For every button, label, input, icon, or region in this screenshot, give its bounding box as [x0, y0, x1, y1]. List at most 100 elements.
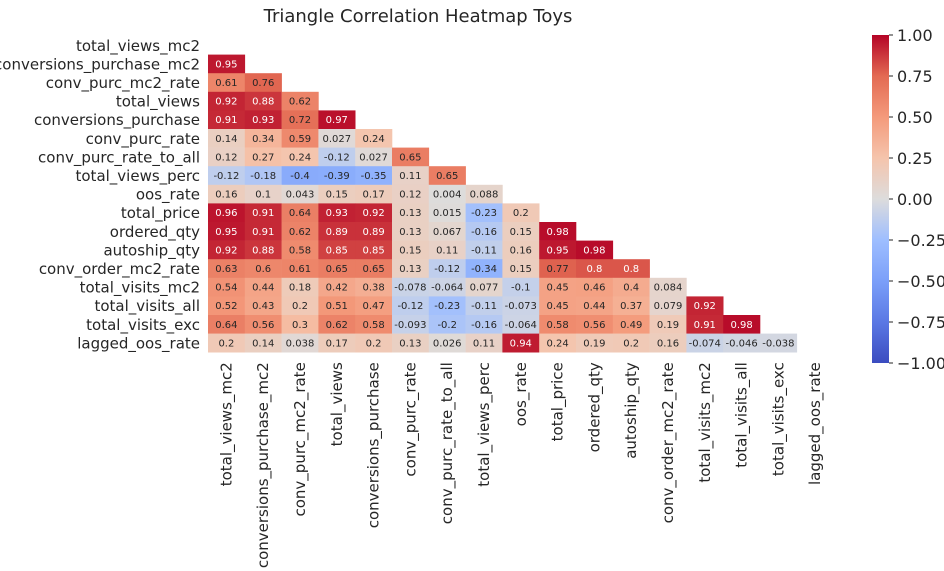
cell-value-label: 0.8 [623, 264, 639, 275]
cell-value-label: 0.54 [215, 283, 237, 294]
colorbar-tick-label: 0.75 [897, 67, 933, 86]
cell-value-label: 0.63 [215, 264, 237, 275]
cell-value-label: 0.92 [215, 245, 237, 256]
cell-value-label: 0.13 [399, 208, 421, 219]
heatmap-cell [428, 333, 466, 353]
cell-value-label: 0.98 [730, 320, 752, 331]
cell-value-label: 0.2 [366, 338, 382, 349]
colorbar-tick-label: −0.75 [897, 313, 944, 332]
heatmap-cell [392, 184, 430, 204]
heatmap-cell [208, 277, 246, 297]
heatmap-cell [281, 203, 319, 223]
cell-value-label: 0.084 [654, 283, 683, 294]
cell-value-label: -0.11 [471, 301, 497, 312]
heatmap-cell [244, 277, 282, 297]
cell-value-label: 0.59 [289, 134, 311, 145]
heatmap-cell [392, 240, 430, 260]
heatmap-cell [208, 110, 246, 130]
cell-value-label: 0.92 [215, 97, 237, 108]
heatmap-cell [244, 73, 282, 93]
cell-value-label: 0.2 [513, 208, 529, 219]
cell-value-label: 0.16 [657, 338, 679, 349]
cell-value-label: 0.76 [252, 78, 274, 89]
cell-value-label: 0.16 [215, 190, 237, 201]
x-tick-label: conv_purc_rate [401, 362, 420, 476]
heatmap-cell [208, 259, 246, 279]
cell-value-label: 0.026 [433, 338, 462, 349]
heatmap-cell [576, 333, 614, 353]
heatmap-cell [612, 277, 650, 297]
heatmap-cell [539, 240, 577, 260]
cell-value-label: 0.61 [289, 264, 311, 275]
heatmap-cell [318, 296, 356, 316]
heatmap-cell [355, 184, 393, 204]
x-tick-label: ordered_qty [585, 362, 604, 452]
x-tick-label: autoship_qty [622, 362, 641, 459]
heatmap-cell [281, 110, 319, 130]
cell-value-label: -0.064 [505, 320, 537, 331]
cell-value-label: 0.96 [215, 208, 237, 219]
y-axis-tick-labels: total_views_mc2conversions_purchase_mc2c… [0, 37, 200, 354]
y-tick-label: total_visits_all [94, 297, 200, 316]
cell-value-label: -0.12 [324, 152, 350, 163]
heatmap-cell [208, 73, 246, 93]
heatmap-cell [281, 315, 319, 334]
heatmap-cell [318, 315, 356, 334]
y-tick-label: autoship_qty [103, 241, 200, 260]
cell-value-label: 0.2 [292, 301, 308, 312]
cell-value-label: 0.62 [289, 97, 311, 108]
heatmap-cell [428, 277, 466, 297]
heatmap-cell [281, 147, 319, 167]
heatmap-cell [502, 296, 540, 316]
cell-value-label: 0.12 [399, 190, 421, 201]
cell-value-label: 0.45 [546, 283, 568, 294]
heatmap-cell [686, 333, 724, 353]
heatmap-cell [355, 222, 393, 241]
cell-value-label: 0.4 [623, 283, 639, 294]
heatmap-cell [723, 315, 761, 334]
cell-value-label: 0.62 [289, 227, 311, 238]
cell-value-label: 0.34 [252, 134, 274, 145]
cell-value-label: 0.16 [510, 245, 532, 256]
cell-value-label: 0.27 [252, 152, 274, 163]
heatmap-cell [428, 296, 466, 316]
y-tick-label: conv_purc_mc2_rate [46, 74, 200, 93]
cell-value-label: -0.12 [434, 264, 460, 275]
heatmap-cell [502, 315, 540, 334]
cell-value-label: 0.91 [215, 115, 237, 126]
colorbar [872, 35, 889, 363]
cell-value-label: 0.11 [399, 171, 421, 182]
heatmap-cell [208, 54, 246, 74]
cell-value-label: 0.65 [326, 264, 348, 275]
cell-value-label: 0.37 [620, 301, 642, 312]
heatmap-cell [612, 259, 650, 279]
cell-value-label: -0.16 [471, 320, 497, 331]
heatmap-cell [281, 296, 319, 316]
heatmap-cell [392, 333, 430, 353]
heatmap-cell [539, 296, 577, 316]
colorbar-tick-label: 0.00 [897, 190, 933, 209]
heatmap-cell [576, 315, 614, 334]
chart-title: Triangle Correlation Heatmap Toys [263, 6, 573, 27]
heatmap-cell [244, 333, 282, 353]
heatmap-cell [539, 315, 577, 334]
heatmap-cell [465, 296, 503, 316]
heatmap-cell [244, 296, 282, 316]
heatmap-cell [318, 222, 356, 241]
cell-value-label: 0.72 [289, 115, 311, 126]
heatmap-cell [208, 296, 246, 316]
cell-value-label: 0.44 [583, 301, 605, 312]
cell-value-label: 0.15 [326, 190, 348, 201]
heatmap-cells: 0.95 0.61 0.76 0.92 0.88 0.62 0.91 0.93 0.72 0.97… [208, 54, 798, 353]
heatmap-cell [355, 203, 393, 223]
heatmap-cell [318, 333, 356, 353]
heatmap-cell [281, 333, 319, 353]
x-tick-label: oos_rate [512, 362, 531, 426]
heatmap-cell [392, 296, 430, 316]
cell-value-label: -0.073 [505, 301, 537, 312]
cell-value-label: -0.39 [324, 171, 350, 182]
heatmap-cell [465, 240, 503, 260]
heatmap-cell [208, 184, 246, 204]
cell-value-label: 0.77 [546, 264, 568, 275]
heatmap-cell [208, 91, 246, 111]
